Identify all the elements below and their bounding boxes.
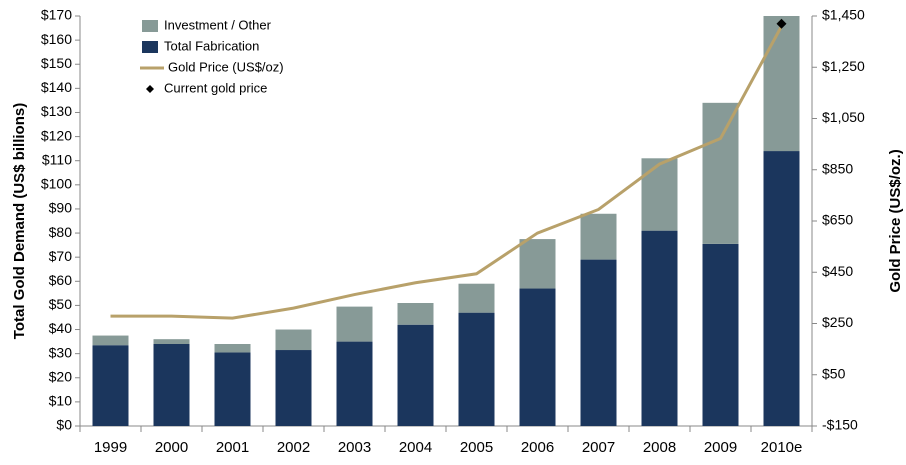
bar <box>275 350 312 426</box>
bar <box>92 345 129 426</box>
y-tick-label: $80 <box>49 224 73 240</box>
y2-tick-label: $850 <box>822 160 853 176</box>
x-tick-label: 2000 <box>155 439 188 456</box>
x-tick-label: 2006 <box>521 439 554 456</box>
x-tick-label: 1999 <box>94 439 127 456</box>
bar <box>458 312 495 426</box>
x-tick-label: 2002 <box>277 439 310 456</box>
y-tick-label: $50 <box>49 296 73 312</box>
y-tick-label: $30 <box>49 344 73 360</box>
y-tick-label: $40 <box>49 320 73 336</box>
y-tick-label: $170 <box>41 7 72 23</box>
legend-label: Total Fabrication <box>164 38 259 53</box>
y-axis-title: Total Gold Demand (US$ billions) <box>11 103 28 339</box>
y2-tick-label: $250 <box>822 314 853 330</box>
x-tick-label: 2001 <box>216 439 249 456</box>
legend-label: Investment / Other <box>164 17 272 32</box>
y-tick-label: $100 <box>41 176 72 192</box>
x-tick-label: 2004 <box>399 439 432 456</box>
bar <box>763 151 800 426</box>
y-tick-label: $160 <box>41 31 72 47</box>
y-tick-label: $70 <box>49 248 73 264</box>
y2-tick-label: $450 <box>822 263 853 279</box>
x-tick-label: 2009 <box>704 439 737 456</box>
y2-tick-label: $50 <box>822 365 846 381</box>
x-tick-label: 2007 <box>582 439 615 456</box>
y-tick-label: $110 <box>42 151 72 167</box>
bar <box>702 102 739 244</box>
bar <box>702 243 739 426</box>
x-tick-label: 2008 <box>643 439 676 456</box>
y-tick-label: $150 <box>41 55 72 71</box>
legend-swatch <box>142 41 158 53</box>
bar <box>519 288 556 426</box>
legend-label: Gold Price (US$/oz) <box>168 59 284 74</box>
bar <box>153 339 190 344</box>
y-tick-label: $90 <box>49 200 73 216</box>
legend-swatch <box>146 85 154 93</box>
bar <box>763 16 800 152</box>
bar <box>336 306 373 342</box>
y-tick-label: $0 <box>56 417 72 433</box>
y2-axis-title: Gold Price (US$/oz.) <box>887 149 904 292</box>
bar <box>519 239 556 289</box>
y-tick-label: $20 <box>49 368 73 384</box>
y-tick-label: $60 <box>49 272 73 288</box>
bar <box>580 213 617 260</box>
bar <box>214 344 251 353</box>
bar <box>214 352 251 426</box>
y2-tick-label: $1,050 <box>822 109 865 125</box>
bar <box>153 344 190 426</box>
bar <box>397 303 434 325</box>
x-tick-label: 2005 <box>460 439 493 456</box>
y2-tick-label: -$150 <box>822 417 858 433</box>
y-tick-label: $140 <box>41 79 72 95</box>
y2-tick-label: $650 <box>822 212 853 228</box>
legend-swatch <box>142 20 158 32</box>
x-tick-label: 2010e <box>761 439 803 456</box>
bar <box>641 158 678 231</box>
bar <box>580 259 617 426</box>
legend-label: Current gold price <box>164 80 267 95</box>
bar <box>641 230 678 426</box>
y-tick-label: $10 <box>49 393 73 409</box>
bar <box>397 324 434 426</box>
bar <box>458 283 495 313</box>
price-line <box>110 25 783 320</box>
y2-tick-label: $1,450 <box>822 7 865 23</box>
y2-tick-label: $1,250 <box>822 58 865 74</box>
bar <box>275 329 312 351</box>
bar <box>336 341 373 426</box>
y-tick-label: $120 <box>41 127 72 143</box>
y-tick-label: $130 <box>41 103 72 119</box>
bar <box>92 335 129 346</box>
x-tick-label: 2003 <box>338 439 371 456</box>
price-point <box>776 18 787 29</box>
